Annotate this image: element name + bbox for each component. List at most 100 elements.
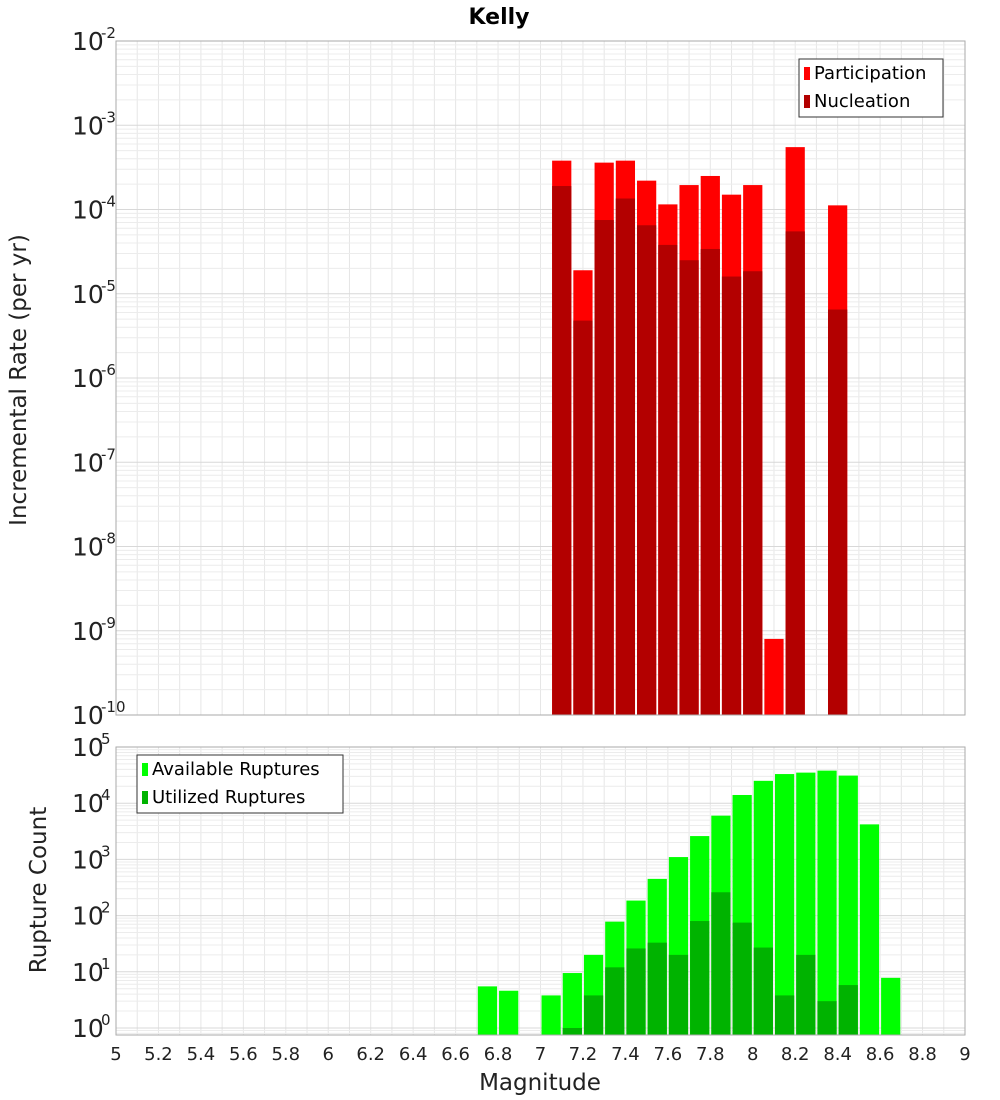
y-tick-exponent: 2 — [101, 899, 111, 917]
y-tick-label: 10 — [72, 533, 104, 562]
legend-entry: Participation — [814, 63, 926, 84]
y-tick-exponent: 3 — [101, 842, 111, 860]
bar-utilized-ruptures — [753, 947, 773, 1035]
bar-available-ruptures — [541, 995, 561, 1035]
y-tick-exponent: -5 — [101, 277, 116, 295]
legend-swatch — [142, 763, 148, 776]
bar-utilized-ruptures — [668, 954, 689, 1035]
y-tick-label: 10 — [72, 111, 104, 140]
bar-utilized-ruptures — [626, 948, 646, 1035]
x-tick-label: 6.2 — [356, 1044, 385, 1065]
legend: Available Ruptures Utilized Ruptures — [136, 754, 344, 814]
bar-utilized-ruptures — [562, 1027, 582, 1035]
legend-box — [798, 58, 944, 118]
bar-nucleation — [637, 225, 657, 715]
x-tick-label: 8.8 — [908, 1044, 937, 1065]
x-tick-label: 5 — [110, 1044, 121, 1065]
legend-entry: Utilized Ruptures — [152, 787, 305, 808]
legend-swatch — [142, 791, 148, 804]
y-tick-label: 10 — [72, 701, 104, 730]
bar-nucleation — [700, 248, 720, 715]
y-tick-label: 10 — [72, 902, 104, 931]
x-tick-label: 6.8 — [484, 1044, 513, 1065]
bar-available-ruptures — [859, 824, 880, 1035]
x-tick-labels: 5 5.2 5.4 5.6 5.8 6 6.2 6.4 6.6 6.8 7 7.2 7.4 7.6 7.8 8… — [110, 1044, 970, 1065]
y-tick-label: 10 — [72, 789, 104, 818]
y-tick-label: 10 — [72, 958, 104, 987]
bar-utilized-ruptures — [774, 995, 795, 1035]
bar-participation — [764, 638, 784, 715]
bar-nucleation — [573, 320, 593, 715]
x-tick-label: 6.4 — [399, 1044, 428, 1065]
bar-nucleation — [594, 220, 614, 715]
y-tick-label: 10 — [72, 27, 104, 56]
x-tick-label: 7.2 — [569, 1044, 598, 1065]
legend: Participation Nucleation — [798, 58, 944, 118]
bar-nucleation — [615, 198, 636, 715]
bar-nucleation — [679, 260, 699, 715]
top-y-axis-label: Incremental Rate (per yr) — [6, 234, 32, 526]
y-tick-label: 10 — [72, 196, 104, 225]
x-tick-label: 8.6 — [866, 1044, 895, 1065]
chart-title: Kelly — [468, 5, 529, 30]
y-tick-exponent: -7 — [101, 445, 116, 463]
plot-frame — [115, 40, 966, 716]
x-tick-label: 7.6 — [654, 1044, 683, 1065]
bar-nucleation — [552, 186, 572, 715]
y-tick-exponent: 5 — [101, 730, 111, 748]
x-tick-label: 5.4 — [187, 1044, 216, 1065]
x-tick-label: 5.6 — [229, 1044, 258, 1065]
bar-nucleation — [658, 244, 678, 715]
x-tick-label: 6 — [323, 1044, 334, 1065]
y-tick-exponent: -9 — [101, 614, 116, 632]
bar-utilized-ruptures — [711, 892, 731, 1035]
y-tick-label: 10 — [72, 280, 104, 309]
x-tick-label: 7.8 — [696, 1044, 725, 1065]
bottom-y-axis-label: Rupture Count — [26, 807, 52, 973]
x-tick-label: 5.2 — [144, 1044, 173, 1065]
legend-swatch — [804, 67, 810, 80]
y-tick-label: 10 — [72, 364, 104, 393]
bar-nucleation — [743, 271, 763, 715]
y-tick-exponent: -10 — [101, 698, 126, 716]
x-axis-label: Magnitude — [479, 1070, 601, 1096]
x-tick-label: 9 — [959, 1044, 970, 1065]
x-tick-label: 6.6 — [441, 1044, 470, 1065]
bars — [477, 770, 901, 1035]
y-tick-label: 10 — [72, 845, 104, 874]
y-tick-exponent: 1 — [101, 955, 111, 973]
plot-frame — [115, 746, 966, 1036]
x-tick-label: 7 — [535, 1044, 546, 1065]
bar-available-ruptures — [477, 986, 498, 1035]
bar-nucleation — [721, 276, 742, 715]
y-tick-label: 10 — [72, 733, 104, 762]
y-tick-exponent: -2 — [101, 24, 116, 42]
bar-available-ruptures — [562, 973, 582, 1035]
y-tick-label: 10 — [72, 1014, 104, 1043]
bars — [552, 147, 848, 716]
y-tick-exponent: 4 — [101, 786, 111, 804]
x-tick-label: 8 — [747, 1044, 758, 1065]
legend-swatch — [804, 95, 810, 108]
legend-box — [136, 754, 344, 814]
legend-entry: Nucleation — [814, 91, 910, 112]
bar-utilized-ruptures — [732, 922, 752, 1035]
bar-utilized-ruptures — [690, 921, 710, 1035]
bar-available-ruptures — [817, 770, 837, 1035]
x-tick-label: 7.4 — [611, 1044, 640, 1065]
y-tick-label: 10 — [72, 617, 104, 646]
bar-nucleation — [828, 309, 848, 715]
y-tick-exponent: -4 — [101, 193, 116, 211]
x-tick-label: 5.8 — [271, 1044, 300, 1065]
top-panel: 10-1010-910-810-710-610-510-410-310-2Par… — [72, 24, 966, 730]
bar-available-ruptures — [838, 775, 858, 1035]
y-tick-exponent: -6 — [101, 361, 116, 379]
bar-utilized-ruptures — [817, 1001, 837, 1035]
bar-available-ruptures — [774, 774, 795, 1035]
legend-entry: Available Ruptures — [152, 759, 320, 780]
bar-utilized-ruptures — [583, 995, 604, 1035]
